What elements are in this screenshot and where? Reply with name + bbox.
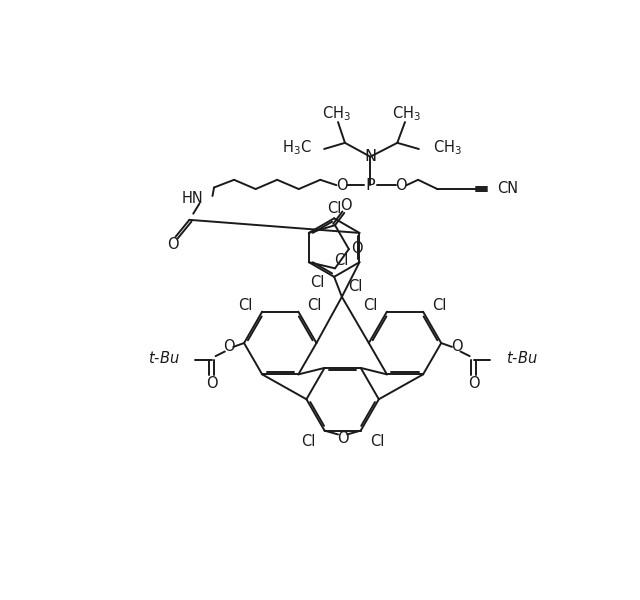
- Text: O: O: [166, 237, 179, 252]
- Text: Cl: Cl: [334, 253, 349, 268]
- Text: Cl: Cl: [364, 298, 378, 313]
- Text: Cl: Cl: [348, 278, 362, 293]
- Text: O: O: [396, 178, 407, 193]
- Text: P: P: [365, 178, 375, 193]
- Text: HN: HN: [182, 191, 204, 206]
- Text: O: O: [223, 338, 234, 353]
- Text: CH$_3$: CH$_3$: [322, 104, 351, 123]
- Text: $t$-Bu: $t$-Bu: [506, 350, 538, 367]
- Text: N: N: [364, 149, 376, 164]
- Text: O: O: [206, 376, 218, 391]
- Text: Cl: Cl: [310, 275, 325, 290]
- Text: Cl: Cl: [308, 298, 322, 313]
- Text: O: O: [351, 241, 362, 256]
- Text: CH$_3$: CH$_3$: [433, 138, 461, 157]
- Text: Cl: Cl: [301, 434, 316, 449]
- Text: O: O: [451, 338, 463, 353]
- Text: O: O: [340, 198, 351, 213]
- Text: O: O: [468, 376, 479, 391]
- Text: O: O: [337, 431, 348, 446]
- Text: H$_3$C: H$_3$C: [282, 138, 312, 157]
- Text: O: O: [336, 178, 348, 193]
- Text: CN: CN: [497, 181, 518, 196]
- Text: Cl: Cl: [327, 201, 341, 216]
- Text: $t$-Bu: $t$-Bu: [148, 350, 179, 367]
- Text: Cl: Cl: [433, 298, 447, 313]
- Text: CH$_3$: CH$_3$: [392, 104, 421, 123]
- Text: Cl: Cl: [370, 434, 385, 449]
- Text: Cl: Cl: [239, 298, 253, 313]
